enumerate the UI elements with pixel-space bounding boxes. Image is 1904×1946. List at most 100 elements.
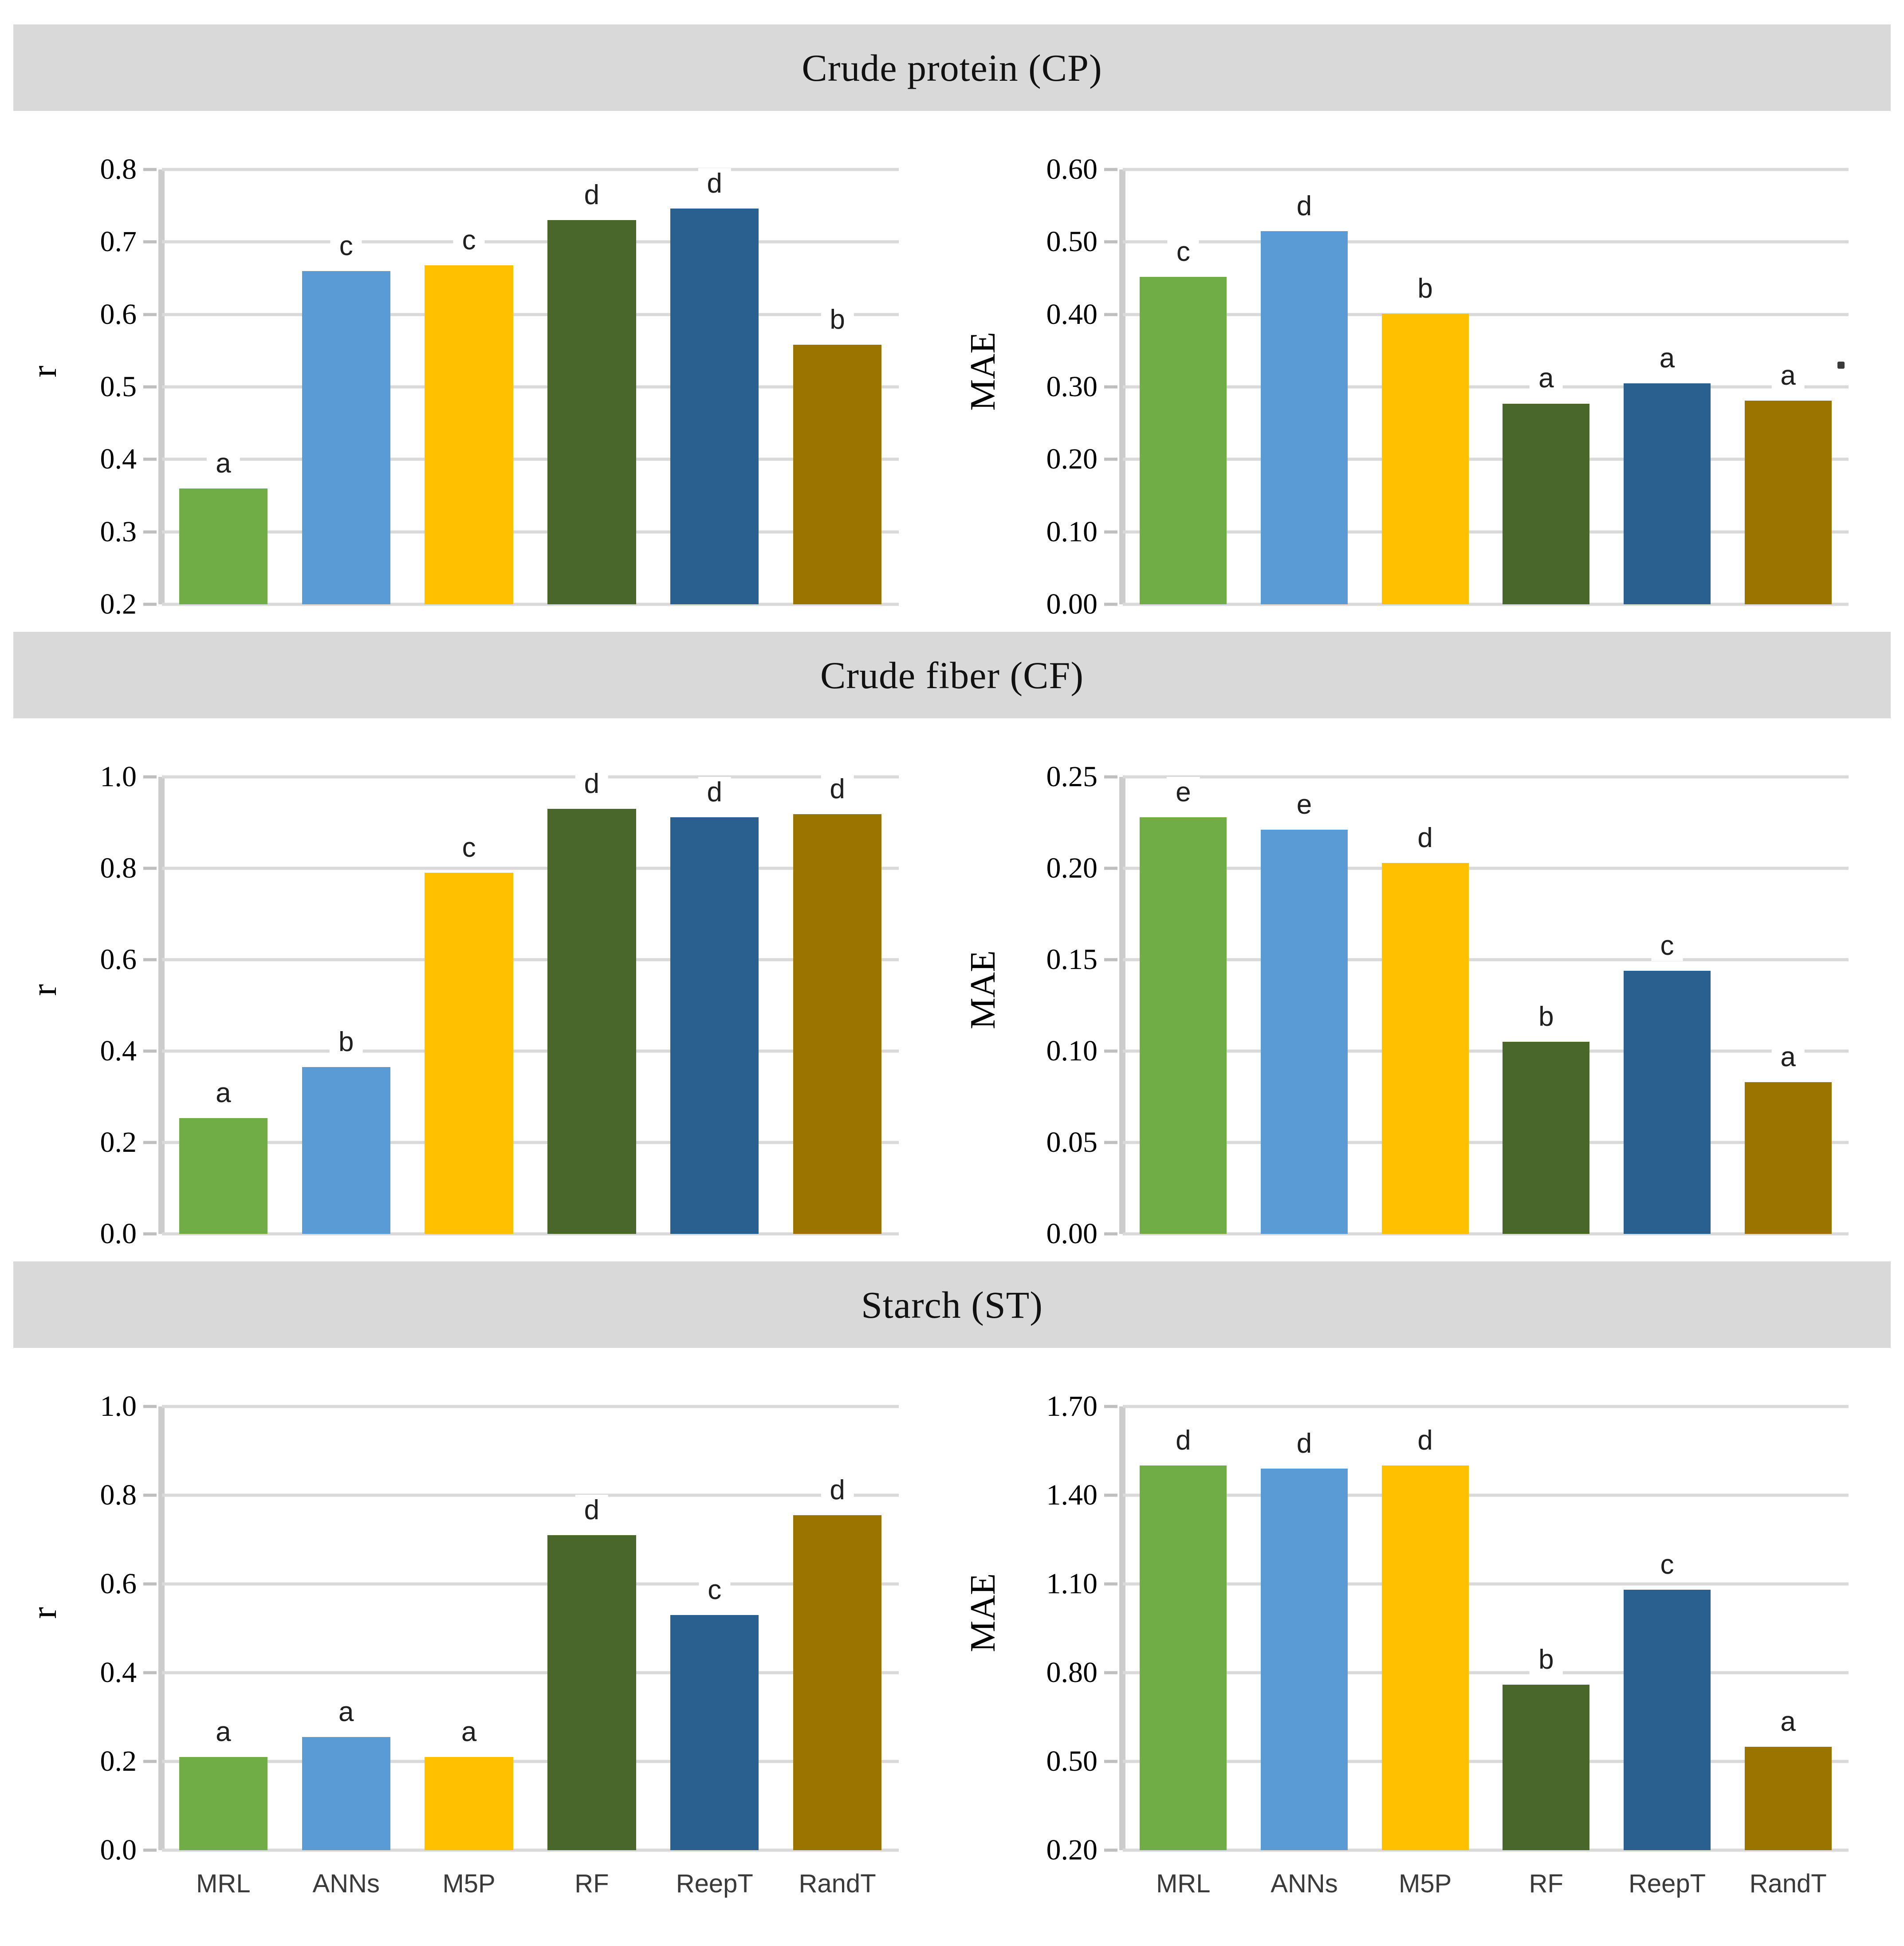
bar-M5P: [1381, 1465, 1469, 1850]
significance-letter: d: [821, 1474, 854, 1505]
bar-M5P: [1381, 863, 1469, 1234]
gridline: [162, 385, 899, 389]
gridline: [162, 530, 899, 534]
bar-M5P: [425, 265, 513, 604]
significance-letter: a: [207, 1078, 240, 1109]
x-axis-label-RF: RF: [1529, 1869, 1563, 1898]
significance-letter: e: [1287, 789, 1321, 820]
chart-r-2: r 1.0 0.8 0.6 0.4 0.2 0.0 a b c d d d: [0, 746, 952, 1249]
y-tick-label: 0.6: [100, 943, 137, 976]
y-tick-label: 0.40: [1046, 298, 1098, 331]
gridline: [1123, 958, 1849, 961]
top-margin: [0, 0, 1904, 24]
spacer: [0, 718, 1904, 746]
y-tick-label: 0.20: [1046, 1834, 1098, 1866]
y-axis-title-column: MAE: [956, 138, 1010, 604]
y-tick-label: 0.10: [1046, 1035, 1098, 1067]
gridline: [162, 313, 899, 316]
gridline: [1123, 1493, 1849, 1497]
y-axis-title-column: r: [18, 746, 71, 1234]
bar-RF: [547, 220, 636, 604]
y-tick-mark: [1104, 1232, 1117, 1236]
y-tick-mark: [1104, 1141, 1117, 1144]
y-tick-mark: [143, 1141, 157, 1144]
bar-RF: [1503, 403, 1590, 604]
significance-letter: a: [1650, 343, 1684, 374]
gridline: [162, 1760, 899, 1763]
gridline: [162, 1232, 899, 1236]
y-tick-mark: [143, 775, 157, 779]
y-tick-label: 0.00: [1046, 1217, 1098, 1250]
significance-letter: d: [1287, 1428, 1321, 1459]
plot-area: 0.8 0.7 0.6 0.5 0.4 0.3 0.2 a c c d d b: [100, 155, 899, 619]
significance-letter: e: [1167, 776, 1200, 808]
gridline: [1123, 168, 1849, 171]
x-axis-label-ReepT: ReepT: [1628, 1869, 1706, 1898]
y-tick-mark: [143, 1582, 157, 1586]
bar-MRL: [1140, 1465, 1227, 1850]
significance-letter: d: [698, 776, 731, 808]
y-tick-label: 1.70: [1046, 1390, 1098, 1422]
x-axis-label-ANNs: ANNs: [1271, 1869, 1338, 1898]
significance-letter: a: [1771, 1706, 1805, 1737]
significance-letter: b: [821, 304, 854, 335]
y-tick-mark: [143, 1049, 157, 1053]
y-tick-label: 0.2: [100, 1745, 137, 1777]
significance-letter: d: [1408, 1425, 1442, 1456]
significance-letter: b: [1408, 273, 1442, 304]
y-tick-label: 0.6: [100, 1568, 137, 1600]
significance-letter: c: [1651, 1549, 1683, 1580]
y-tick-label: 0.10: [1046, 515, 1098, 548]
y-axis-title: r: [24, 984, 64, 996]
section-title-crude-protein: Crude protein (CP): [13, 24, 1891, 111]
significance-letter: a: [1530, 363, 1563, 394]
y-axis-title-column: MAE: [956, 1375, 1010, 1850]
x-axis-label-M5P: M5P: [442, 1869, 496, 1898]
chart-r-4: r 1.0 0.8 0.6 0.4 0.2 0.0 a MRL a ANNs a M5P d RF c Reep…: [0, 1375, 952, 1898]
y-tick-label: 1.0: [100, 760, 137, 793]
bar-MRL: [179, 1757, 268, 1850]
y-tick-label: 0.15: [1046, 943, 1098, 976]
y-axis-title-column: r: [18, 1375, 71, 1850]
plot-area: 1.70 1.40 1.10 0.80 0.50 0.20 d MRL d ANNs d M5P b RF…: [1046, 1392, 1849, 1898]
bar-MRL: [1140, 817, 1227, 1234]
bar-RandT: [1744, 1746, 1832, 1850]
y-tick-label: 0.25: [1046, 760, 1098, 793]
significance-letter: c: [330, 230, 362, 261]
gridline: [1123, 530, 1849, 534]
gridline: [162, 168, 899, 171]
bar-ANNs: [302, 1737, 390, 1850]
x-axis-label-MRL: MRL: [1156, 1869, 1211, 1898]
y-tick-mark: [1104, 603, 1117, 606]
section-title-crude-fiber: Crude fiber (CF): [13, 632, 1891, 718]
y-axis-line: [158, 1406, 165, 1850]
gridline: [162, 1141, 899, 1144]
gridline: [1123, 1671, 1849, 1674]
x-axis-label-ANNs: ANNs: [312, 1869, 380, 1898]
gridline: [1123, 457, 1849, 461]
y-axis-title: MAE: [963, 332, 1003, 411]
bar-MRL: [179, 1118, 268, 1234]
gridline: [1123, 603, 1849, 606]
section-title-starch: Starch (ST): [13, 1261, 1891, 1348]
significance-letter: d: [575, 1494, 609, 1525]
stray-dot-mark: [1837, 361, 1845, 369]
significance-letter: d: [1408, 822, 1442, 853]
y-tick-mark: [1104, 775, 1117, 779]
y-tick-mark: [1104, 313, 1117, 316]
y-tick-mark: [1104, 1760, 1117, 1763]
gridline: [162, 1671, 899, 1674]
gridline: [162, 867, 899, 870]
y-tick-mark: [1104, 867, 1117, 870]
bar-ANNs: [1260, 830, 1348, 1234]
spacer: [0, 1348, 1904, 1375]
significance-letter: c: [453, 832, 485, 863]
x-axis-label-RandT: RandT: [799, 1869, 876, 1898]
plot-area: 0.25 0.20 0.15 0.10 0.05 0.00 e e d b c a: [1046, 762, 1849, 1249]
y-tick-label: 0.60: [1046, 153, 1098, 185]
gridline: [1123, 1760, 1849, 1763]
bar-ReepT: [1623, 383, 1711, 604]
y-tick-mark: [143, 1232, 157, 1236]
bar-ANNs: [1260, 1469, 1348, 1850]
chart-mae-3: MAE 0.25 0.20 0.15 0.10 0.05 0.00 e e d b c a: [952, 746, 1904, 1249]
